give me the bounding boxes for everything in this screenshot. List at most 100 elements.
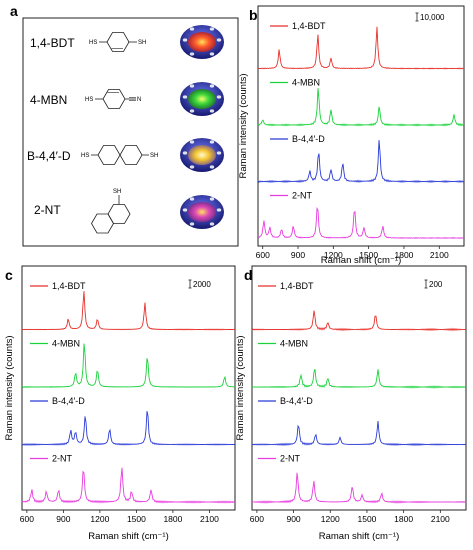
- x-tick-label: 1200: [324, 250, 343, 260]
- legend-label: 4-MBN: [292, 78, 320, 88]
- molecule-row-bd: B-4,4′-D HS SH: [27, 138, 224, 172]
- x-tick-label: 900: [286, 514, 300, 524]
- scale-bar-label: 10,000: [420, 13, 445, 22]
- spectrum-series: 1,4-BDT: [257, 21, 465, 70]
- legend-label: B-4,4′-D: [280, 396, 313, 406]
- svg-text:HS: HS: [89, 40, 97, 46]
- svg-text:HS: HS: [85, 97, 93, 103]
- legend-label: 4-MBN: [280, 339, 308, 349]
- legend-label: B-4,4′-D: [292, 134, 325, 144]
- bdt-structure-icon: HS SH: [89, 32, 146, 52]
- molecule-row-bdt: 1,4-BDT HS SH: [30, 25, 224, 59]
- x-tick-label: 1500: [127, 514, 146, 524]
- molecule-name: 2-NT: [34, 203, 61, 217]
- x-tick-label: 1800: [163, 514, 182, 524]
- x-tick-label: 600: [256, 250, 270, 260]
- y-axis-label: Raman intensity (counts): [235, 335, 246, 440]
- gold-nanoparticle-icon: [180, 138, 224, 172]
- chart-panel-c: 600 900 1200 1500 1800 2100 Raman shift (cm⁻¹)…: [4, 265, 236, 542]
- spectrum-series: B-4,4′-D: [257, 134, 465, 184]
- x-tick-label: 1500: [357, 514, 376, 524]
- spectrum-series: 2-NT: [257, 191, 465, 239]
- molecule-name: 4-MBN: [30, 93, 67, 107]
- spectrum-line: [21, 411, 236, 446]
- spectrum-series: 2-NT: [21, 454, 236, 504]
- gold-nanoparticle-icon: [180, 195, 224, 229]
- gold-nanoparticle-icon: [180, 82, 224, 116]
- x-axis-label: Raman shift (cm⁻¹): [319, 531, 400, 542]
- spectrum-series: 2-NT: [251, 454, 467, 504]
- scale-bar-label: 200: [429, 280, 443, 289]
- y-axis-label: Raman intensity (counts): [4, 335, 15, 440]
- spectrum-series: B-4,4′-D: [251, 396, 467, 447]
- molecule-name: 1,4-BDT: [30, 36, 75, 50]
- spectrum-series: 1,4-BDT: [251, 281, 467, 332]
- spectrum-series: 4-MBN: [257, 78, 465, 127]
- spectrum-line: [257, 206, 465, 239]
- spectrum-series: 1,4-BDT: [21, 281, 236, 331]
- x-tick-label: 2100: [200, 514, 219, 524]
- spectrum-line: [251, 472, 467, 504]
- chart-panel-d: 600 900 1200 1500 1800 2100 Raman shift (cm⁻¹)…: [235, 265, 467, 542]
- svg-text:HS: HS: [81, 153, 89, 159]
- y-axis-label: Raman intensity (counts): [238, 73, 249, 178]
- panel-label-d: d: [244, 267, 253, 283]
- chart-panel-b: 600 900 1200 1500 1800 2100 Raman shift (cm⁻¹)…: [238, 5, 465, 266]
- spectrum-series: 4-MBN: [251, 339, 467, 389]
- x-tick-label: 900: [56, 514, 70, 524]
- legend-label: 2-NT: [292, 191, 313, 201]
- spectrum-series: 4-MBN: [21, 339, 236, 388]
- svg-text:SH: SH: [113, 189, 121, 195]
- legend-label: 1,4-BDT: [292, 21, 326, 31]
- x-tick-label: 2100: [431, 514, 450, 524]
- svg-text:N: N: [137, 97, 141, 103]
- molecule-row-nt: 2-NT SH: [34, 189, 224, 234]
- x-tick-label: 600: [20, 514, 34, 524]
- legend-label: B-4,4′-D: [52, 396, 85, 406]
- spectrum-line: [21, 467, 236, 504]
- svg-text:SH: SH: [138, 40, 146, 46]
- x-axis-label: Raman shift (cm⁻¹): [321, 255, 402, 266]
- spectrum-line: [21, 343, 236, 388]
- x-axis-label: Raman shift (cm⁻¹): [88, 531, 169, 542]
- intensity-scale-bar: 2000: [188, 279, 211, 289]
- x-tick-label: 1200: [90, 514, 109, 524]
- x-tick-label: 900: [291, 250, 305, 260]
- spectrum-line: [257, 140, 465, 184]
- x-tick-label: 2100: [430, 250, 449, 260]
- intensity-scale-bar: 200: [424, 279, 443, 289]
- panel-label-c: c: [5, 267, 13, 283]
- spectrum-line: [21, 291, 236, 331]
- panel-a-frame: [22, 17, 239, 247]
- spectrum-line: [251, 421, 467, 447]
- spectrum-line: [257, 88, 465, 127]
- molecule-name: B-4,4′-D: [27, 149, 71, 163]
- legend-label: 2-NT: [52, 454, 73, 464]
- x-tick-label: 1200: [321, 514, 340, 524]
- gold-nanoparticle-icon: [180, 25, 224, 59]
- molecule-row-mbn: 4-MBN HS N: [30, 82, 224, 116]
- intensity-scale-bar: 10,000: [415, 12, 445, 22]
- x-tick-label: 1800: [394, 514, 413, 524]
- spectrum-line: [257, 26, 465, 70]
- panel-a-molecules: 1,4-BDT HS SH 4-MBN: [22, 17, 239, 247]
- plot-frame: [257, 5, 465, 247]
- spectrum-line: [251, 369, 467, 389]
- plot-frame: [251, 265, 467, 511]
- scale-bar-label: 2000: [193, 280, 211, 289]
- x-tick-label: 600: [250, 514, 264, 524]
- x-tick-label: 1800: [395, 250, 414, 260]
- legend-label: 4-MBN: [52, 339, 80, 349]
- legend-label: 2-NT: [280, 454, 301, 464]
- naphthalene-thiol-structure-icon: SH: [91, 189, 131, 234]
- panel-label-b: b: [249, 7, 258, 23]
- legend-label: 1,4-BDT: [280, 281, 314, 291]
- spectrum-series: B-4,4′-D: [21, 396, 236, 446]
- panel-label-a: a: [10, 3, 18, 19]
- legend-label: 1,4-BDT: [52, 281, 86, 291]
- x-tick-label: 1500: [359, 250, 378, 260]
- spectrum-line: [251, 310, 467, 332]
- svg-text:SH: SH: [150, 153, 158, 159]
- biphenyl-structure-icon: HS SH: [81, 145, 158, 165]
